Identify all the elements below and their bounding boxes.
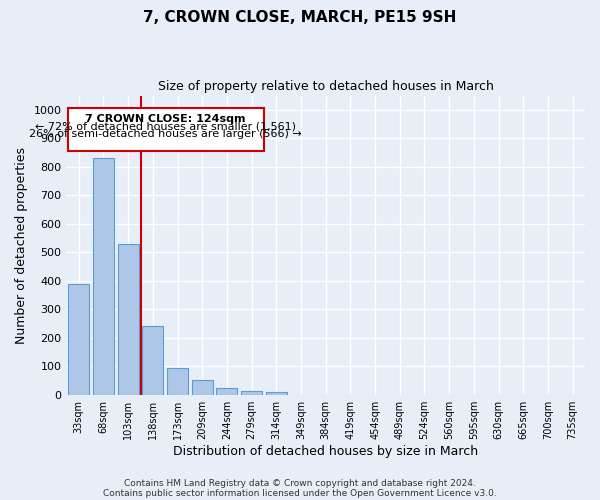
Bar	[68, 284, 89, 395]
Bar	[167, 368, 188, 394]
Y-axis label: Number of detached properties: Number of detached properties	[15, 146, 28, 344]
Bar	[241, 391, 262, 394]
Text: Contains public sector information licensed under the Open Government Licence v3: Contains public sector information licen…	[103, 488, 497, 498]
Bar	[266, 392, 287, 394]
Text: 26% of semi-detached houses are larger (566) →: 26% of semi-detached houses are larger (…	[29, 129, 302, 139]
X-axis label: Distribution of detached houses by size in March: Distribution of detached houses by size …	[173, 444, 478, 458]
Bar	[93, 158, 114, 394]
Text: 7, CROWN CLOSE, MARCH, PE15 9SH: 7, CROWN CLOSE, MARCH, PE15 9SH	[143, 10, 457, 25]
FancyBboxPatch shape	[68, 108, 264, 151]
Bar	[217, 388, 238, 394]
Text: ← 72% of detached houses are smaller (1,561): ← 72% of detached houses are smaller (1,…	[35, 121, 296, 131]
Text: 7 CROWN CLOSE: 124sqm: 7 CROWN CLOSE: 124sqm	[85, 114, 245, 124]
Bar	[192, 380, 213, 394]
Bar	[118, 244, 139, 394]
Bar	[142, 326, 163, 394]
Text: Contains HM Land Registry data © Crown copyright and database right 2024.: Contains HM Land Registry data © Crown c…	[124, 478, 476, 488]
Title: Size of property relative to detached houses in March: Size of property relative to detached ho…	[158, 80, 494, 93]
